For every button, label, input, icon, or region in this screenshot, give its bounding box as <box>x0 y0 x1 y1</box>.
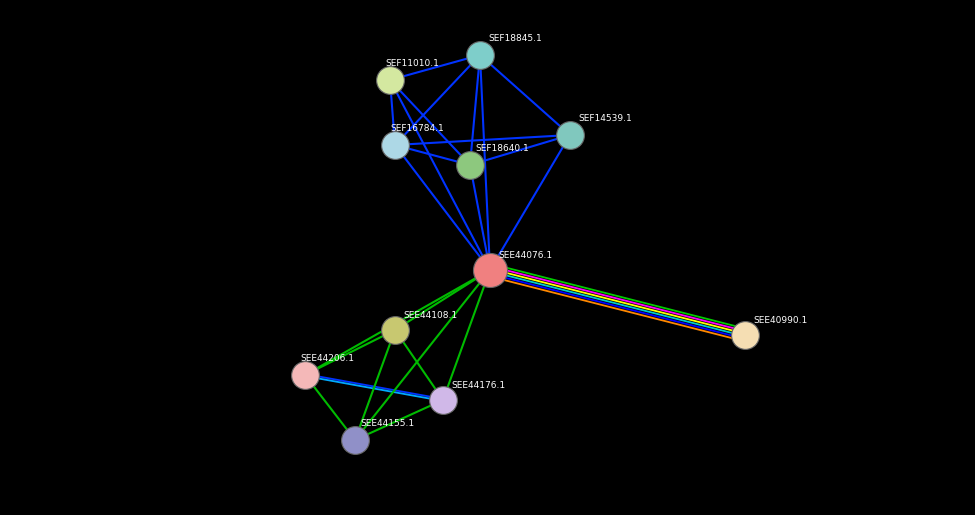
Text: SEF16784.1: SEF16784.1 <box>390 124 444 133</box>
Text: SEF18845.1: SEF18845.1 <box>488 34 542 43</box>
Text: SEE44108.1: SEE44108.1 <box>403 311 457 320</box>
Point <box>483 266 498 274</box>
Point <box>563 131 578 139</box>
Text: SEE44155.1: SEE44155.1 <box>360 419 414 428</box>
Point <box>382 76 398 84</box>
Text: SEE44076.1: SEE44076.1 <box>498 251 552 260</box>
Text: SEF14539.1: SEF14539.1 <box>578 114 632 123</box>
Text: SEE44206.1: SEE44206.1 <box>300 354 354 363</box>
Text: SEF11010.1: SEF11010.1 <box>385 59 439 68</box>
Point <box>387 326 403 334</box>
Text: SEE44176.1: SEE44176.1 <box>451 381 505 390</box>
Point <box>387 141 403 149</box>
Point <box>462 161 478 169</box>
Text: SEE40990.1: SEE40990.1 <box>753 316 807 325</box>
Point <box>737 331 753 339</box>
Point <box>347 436 363 444</box>
Text: SEF18640.1: SEF18640.1 <box>475 144 528 153</box>
Point <box>297 371 313 379</box>
Point <box>435 396 450 404</box>
Point <box>472 51 488 59</box>
